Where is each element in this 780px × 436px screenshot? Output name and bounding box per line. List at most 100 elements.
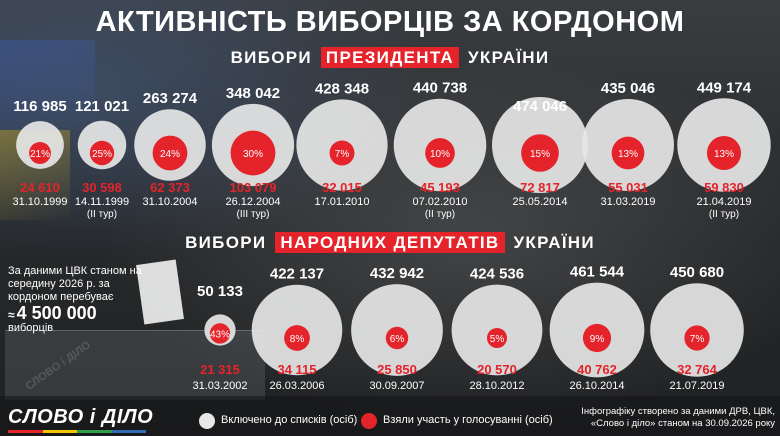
registered-value-label: 116 985 — [13, 98, 66, 115]
voted-value-label: 72 817 — [520, 180, 560, 195]
round-note-label: (II тур) — [709, 209, 739, 220]
bubble-voted — [582, 323, 612, 353]
date-label: 26.12.2004 — [225, 196, 280, 208]
section-title-highlight: ПРЕЗИДЕНТА — [320, 47, 460, 68]
voted-value-label: 32 015 — [322, 180, 362, 195]
bubble-voted — [521, 134, 559, 172]
section-title-pre: ВИБОРИ — [185, 233, 267, 252]
round-note-label: (II тур) — [87, 209, 117, 220]
date-label: 14.11.1999 — [75, 196, 129, 208]
date-label: 31.10.2004 — [142, 196, 197, 208]
logo-bar-segment — [77, 430, 112, 433]
voted-value-label: 55 031 — [608, 180, 648, 195]
bubble-percent-label: 9% — [590, 334, 605, 345]
voted-value-label: 40 762 — [577, 362, 617, 377]
registered-value-label: 428 348 — [315, 80, 369, 97]
registered-value-label: 474 046 — [513, 98, 567, 115]
bubble-voted — [152, 135, 188, 171]
section-title-pre: ВИБОРИ — [230, 48, 312, 67]
registered-value-label: 450 680 — [670, 264, 724, 281]
logo-bar-segment — [111, 430, 146, 433]
bubble-percent-label: 5% — [490, 334, 505, 345]
bubble-voted — [706, 135, 742, 171]
legend-registered-label: Включено до списків (осіб) — [221, 414, 358, 426]
voted-value-label: 59 830 — [704, 180, 744, 195]
info-big-number: ≈4 500 000 — [8, 303, 97, 324]
bubble-voted — [284, 325, 310, 351]
bubble-percent-label: 7% — [335, 149, 350, 160]
bubble-percent-label: 30% — [243, 149, 263, 160]
registered-value-label: 422 137 — [270, 266, 324, 283]
registered-value-label: 263 274 — [143, 90, 198, 107]
section-title-post: УКРАЇНИ — [468, 48, 550, 67]
bubble-voted — [329, 140, 355, 166]
date-label: 26.10.2014 — [569, 380, 624, 392]
voted-value-label: 21 315 — [200, 362, 240, 377]
bubble-percent-label: 10% — [430, 149, 450, 160]
section-title-parliament: ВИБОРИ НАРОДНИХ ДЕПУТАТІВ УКРАЇНИ — [0, 232, 780, 253]
round-note-label: (II тур) — [425, 209, 455, 220]
date-label: 07.02.2010 — [412, 196, 467, 208]
voted-value-label: 25 850 — [377, 362, 417, 377]
big-number-value: 4 500 000 — [16, 303, 97, 323]
date-label: 28.10.2012 — [469, 380, 524, 392]
logo-bar-segment — [42, 430, 77, 433]
registered-value-label: 432 942 — [370, 265, 424, 282]
registered-value-label: 435 046 — [601, 80, 655, 97]
logo-color-bar — [8, 430, 146, 433]
source-note: Інфографіку створено за даними ДРВ, ЦВК,… — [581, 406, 775, 429]
voted-value-label: 30 598 — [82, 180, 122, 195]
bubble-percent-label: 8% — [290, 334, 305, 345]
section-title-president: ВИБОРИ ПРЕЗИДЕНТА УКРАЇНИ — [0, 47, 780, 68]
footer-bar — [0, 396, 780, 436]
voted-value-label: 103 079 — [230, 180, 277, 195]
section-title-highlight: НАРОДНИХ ДЕПУТАТІВ — [275, 232, 505, 253]
bubble-voted — [29, 142, 51, 164]
voted-value-label: 62 373 — [150, 180, 190, 195]
info-text: За даними ЦВК станом на середину 2026 р.… — [8, 265, 142, 303]
date-label: 31.03.2002 — [192, 380, 247, 392]
logo: СЛОВО і ДІЛО — [8, 406, 154, 428]
bubble-voted — [385, 326, 409, 350]
flag-blue-stripe — [0, 40, 95, 130]
bubble-voted — [230, 130, 276, 176]
date-label: 30.09.2007 — [369, 380, 424, 392]
bubble-percent-label: 15% — [530, 149, 550, 160]
bubble-voted — [684, 325, 710, 351]
date-label: 17.01.2010 — [314, 196, 369, 208]
bubble-percent-label: 43% — [210, 329, 230, 340]
bubble-voted — [209, 323, 231, 344]
date-label: 21.07.2019 — [669, 380, 724, 392]
logo-bar-segment — [8, 430, 43, 433]
legend-registered-dot — [199, 413, 215, 429]
bubble-voted — [89, 140, 115, 166]
voted-value-label: 24 610 — [20, 180, 60, 195]
page-title: АКТИВНІСТЬ ВИБОРЦІВ ЗА КОРДОНОМ — [95, 6, 685, 38]
bubble-voted — [611, 136, 645, 170]
registered-value-label: 440 738 — [413, 80, 467, 97]
registered-value-label: 348 042 — [226, 85, 280, 102]
date-label: 26.03.2006 — [269, 380, 324, 392]
registered-value-label: 50 133 — [197, 283, 243, 300]
bubble-percent-label: 25% — [92, 149, 112, 160]
registered-value-label: 449 174 — [697, 79, 752, 96]
registered-value-label: 121 021 — [75, 98, 129, 115]
voted-value-label: 45 193 — [420, 180, 460, 195]
registered-value-label: 424 536 — [470, 266, 524, 283]
bubble-percent-label: 6% — [390, 334, 405, 345]
voted-value-label: 32 764 — [677, 362, 718, 377]
voted-value-label: 34 115 — [277, 362, 316, 377]
bubble-percent-label: 13% — [714, 149, 734, 160]
date-label: 21.04.2019 — [696, 196, 751, 208]
registered-value-label: 461 544 — [570, 264, 625, 281]
bubble-percent-label: 7% — [690, 334, 705, 345]
legend-voted-label: Взяли участь у голосуванні (осіб) — [383, 414, 553, 426]
bubble-percent-label: 21% — [30, 149, 50, 160]
section-title-post: УКРАЇНИ — [513, 233, 595, 252]
voted-value-label: 20 570 — [477, 362, 517, 377]
info-tail: виборців — [8, 322, 54, 334]
date-label: 31.10.1999 — [12, 196, 67, 208]
approx-sign: ≈ — [8, 308, 15, 322]
round-note-label: (III тур) — [237, 209, 270, 220]
